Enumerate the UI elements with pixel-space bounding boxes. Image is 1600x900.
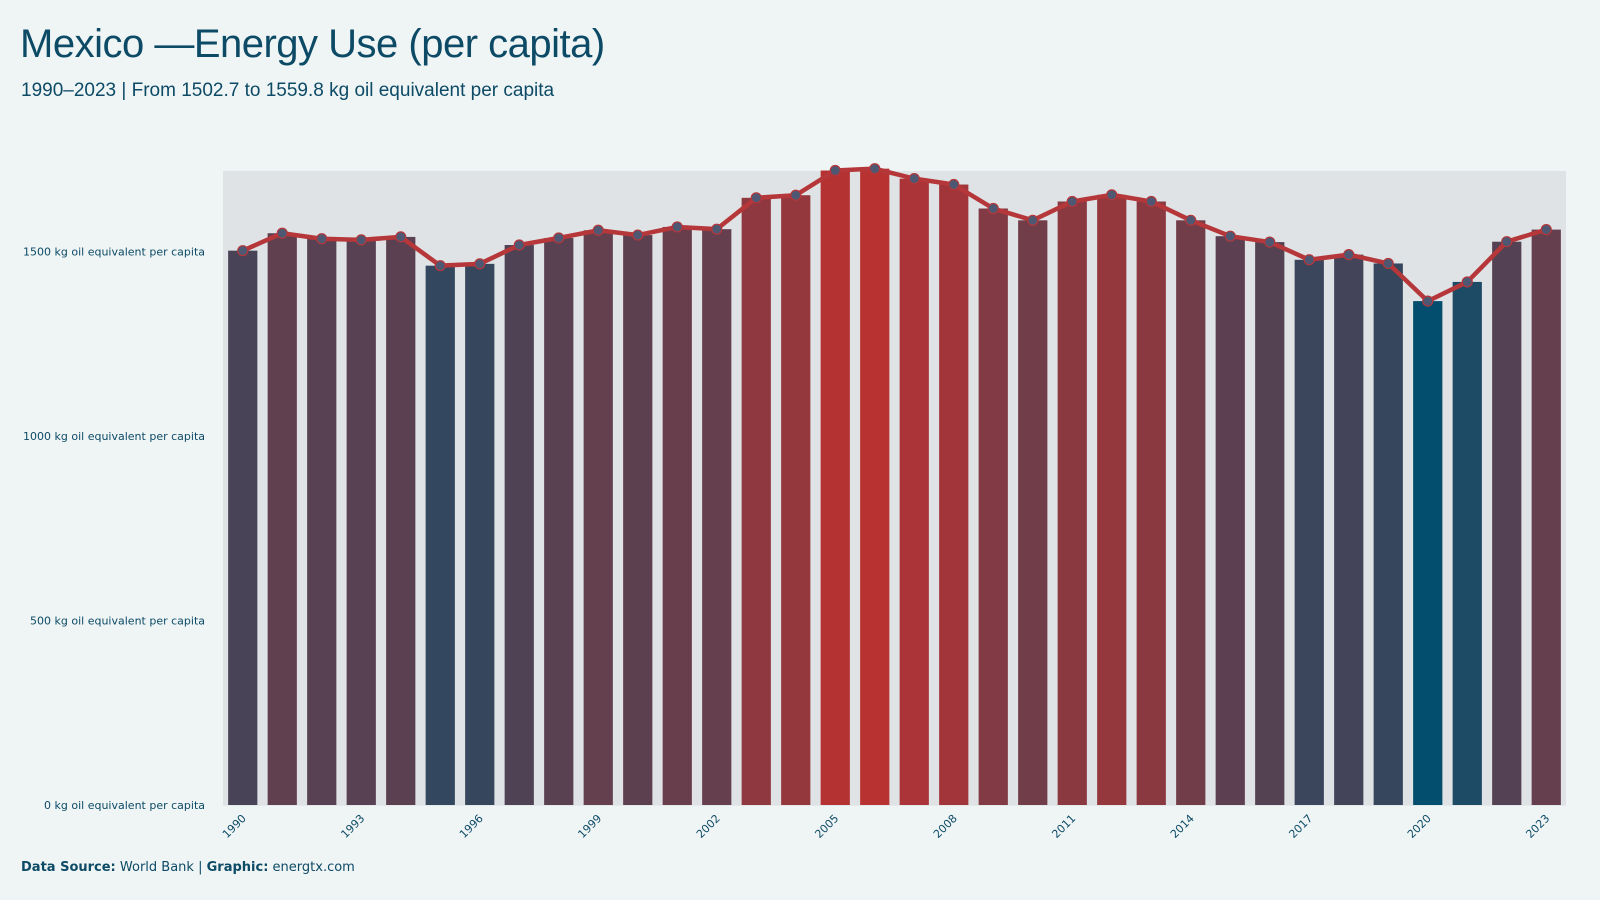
- point-2016: [1265, 237, 1275, 247]
- point-2001: [672, 222, 682, 232]
- bar-2017: [1295, 260, 1324, 805]
- bar-2004: [781, 195, 810, 805]
- bar-1991: [268, 233, 297, 805]
- x-axis-ticks: 1990 1993 1996 1999 2002 2005 2008 2011 2014 2017…: [220, 812, 1552, 841]
- bar-1998: [544, 238, 573, 805]
- point-2000: [633, 230, 643, 240]
- bar-2019: [1374, 263, 1403, 805]
- x-tick-label: 2023: [1523, 812, 1552, 841]
- bar-2000: [623, 235, 652, 805]
- point-2022: [1502, 237, 1512, 247]
- bar-2022: [1492, 242, 1521, 805]
- x-tick-label: 2002: [694, 812, 723, 841]
- point-1993: [356, 235, 366, 245]
- point-1992: [317, 234, 327, 244]
- x-tick-label: 2008: [931, 812, 960, 841]
- bar-1994: [386, 237, 415, 805]
- point-1990: [238, 246, 248, 256]
- x-tick-label: 1990: [220, 812, 249, 841]
- source-label: Data Source:: [21, 860, 116, 875]
- point-2007: [909, 174, 919, 184]
- x-tick-label: 1993: [338, 812, 367, 841]
- point-2003: [751, 193, 761, 203]
- point-1991: [277, 228, 287, 238]
- point-2020: [1423, 296, 1433, 306]
- bar-2006: [860, 169, 889, 805]
- bar-2002: [702, 229, 731, 805]
- y-axis-ticks: 0 kg oil equivalent per capita 500 kg oil…: [23, 246, 205, 812]
- bar-1992: [307, 239, 336, 805]
- x-tick-label: 2017: [1286, 812, 1315, 841]
- bar-2014: [1176, 220, 1205, 805]
- point-2010: [1028, 215, 1038, 225]
- bar-2018: [1334, 255, 1363, 805]
- point-2002: [712, 224, 722, 234]
- point-2015: [1225, 231, 1235, 241]
- bar-2009: [979, 209, 1008, 805]
- y-tick-label: 1500 kg oil equivalent per capita: [23, 246, 205, 259]
- bar-2005: [821, 171, 850, 805]
- bar-2008: [939, 185, 968, 805]
- bar-2013: [1137, 201, 1166, 805]
- point-1995: [435, 261, 445, 271]
- graphic-label: Graphic:: [207, 860, 269, 875]
- point-1994: [396, 232, 406, 242]
- point-2017: [1304, 255, 1314, 265]
- bar-2016: [1255, 242, 1284, 805]
- point-2013: [1146, 196, 1156, 206]
- x-tick-label: 1999: [575, 812, 604, 841]
- point-2023: [1541, 225, 1551, 235]
- bar-2023: [1532, 230, 1561, 805]
- bar-1997: [505, 245, 534, 805]
- point-2018: [1344, 250, 1354, 260]
- point-2006: [870, 164, 880, 174]
- y-tick-label: 1000 kg oil equivalent per capita: [23, 430, 205, 443]
- bar-2001: [663, 227, 692, 805]
- x-tick-label: 1996: [457, 812, 486, 841]
- bar-2021: [1453, 282, 1482, 805]
- bar-2010: [1018, 220, 1047, 805]
- bar-2007: [900, 179, 929, 805]
- x-tick-label: 2011: [1049, 812, 1078, 841]
- bar-2015: [1216, 236, 1245, 805]
- point-2019: [1383, 258, 1393, 268]
- bar-backdrops: [223, 171, 1566, 805]
- graphic-value: energtx.com: [273, 860, 355, 875]
- point-1996: [475, 259, 485, 269]
- bar-2011: [1058, 201, 1087, 805]
- bar-1990: [228, 251, 257, 805]
- y-tick-label: 500 kg oil equivalent per capita: [30, 615, 205, 628]
- point-2012: [1107, 190, 1117, 200]
- point-2005: [830, 166, 840, 176]
- bar-2003: [742, 198, 771, 805]
- point-2011: [1067, 196, 1077, 206]
- bar-1999: [584, 230, 613, 805]
- footer-separator: |: [198, 860, 202, 875]
- x-tick-label: 2005: [812, 812, 841, 841]
- bar-2012: [1097, 195, 1126, 805]
- footer-credits: Data Source: World Bank | Graphic: energ…: [21, 860, 355, 875]
- bar-1993: [347, 240, 376, 805]
- point-2008: [949, 180, 959, 190]
- bar-1995: [426, 266, 455, 805]
- point-1999: [593, 225, 603, 235]
- point-2014: [1186, 215, 1196, 225]
- point-2009: [988, 204, 998, 214]
- x-tick-label: 2014: [1168, 812, 1197, 841]
- source-value: World Bank: [120, 860, 194, 875]
- point-1998: [554, 233, 564, 243]
- x-tick-label: 2020: [1405, 812, 1434, 841]
- bar-2020: [1413, 301, 1442, 805]
- point-2004: [791, 190, 801, 200]
- bar-1996: [465, 264, 494, 805]
- y-tick-label: 0 kg oil equivalent per capita: [44, 799, 205, 812]
- point-2021: [1462, 277, 1472, 287]
- point-1997: [514, 240, 524, 250]
